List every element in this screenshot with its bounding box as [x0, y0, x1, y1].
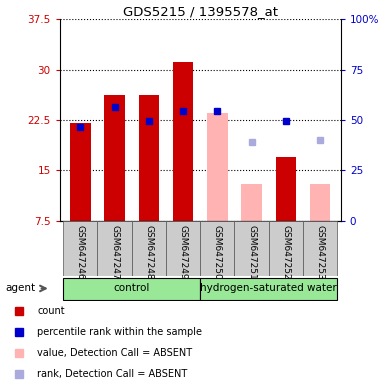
Bar: [200, 278, 337, 300]
Bar: [303, 221, 337, 276]
Bar: [139, 95, 159, 221]
Bar: [241, 184, 262, 221]
Text: GSM647249: GSM647249: [179, 225, 187, 280]
Text: GSM647251: GSM647251: [247, 225, 256, 280]
Bar: [310, 184, 330, 221]
Text: GSM647252: GSM647252: [281, 225, 290, 280]
Bar: [70, 123, 90, 221]
Bar: [63, 278, 200, 300]
Bar: [234, 221, 269, 276]
Bar: [276, 157, 296, 221]
Text: GSM647253: GSM647253: [316, 225, 325, 280]
Text: control: control: [114, 283, 150, 293]
Bar: [200, 221, 234, 276]
Text: GSM647247: GSM647247: [110, 225, 119, 280]
Text: value, Detection Call = ABSENT: value, Detection Call = ABSENT: [37, 348, 192, 358]
Text: rank, Detection Call = ABSENT: rank, Detection Call = ABSENT: [37, 369, 187, 379]
Text: hydrogen-saturated water: hydrogen-saturated water: [200, 283, 337, 293]
Text: count: count: [37, 306, 65, 316]
Bar: [207, 113, 228, 221]
Title: GDS5215 / 1395578_at: GDS5215 / 1395578_at: [123, 5, 278, 18]
Bar: [63, 221, 97, 276]
Text: GSM647248: GSM647248: [144, 225, 153, 280]
Text: GSM647250: GSM647250: [213, 225, 222, 280]
Text: percentile rank within the sample: percentile rank within the sample: [37, 327, 202, 337]
Bar: [173, 61, 193, 221]
Bar: [132, 221, 166, 276]
Bar: [166, 221, 200, 276]
Bar: [104, 95, 125, 221]
Bar: [269, 221, 303, 276]
Text: agent: agent: [6, 283, 36, 293]
Bar: [97, 221, 132, 276]
Text: GSM647246: GSM647246: [76, 225, 85, 280]
